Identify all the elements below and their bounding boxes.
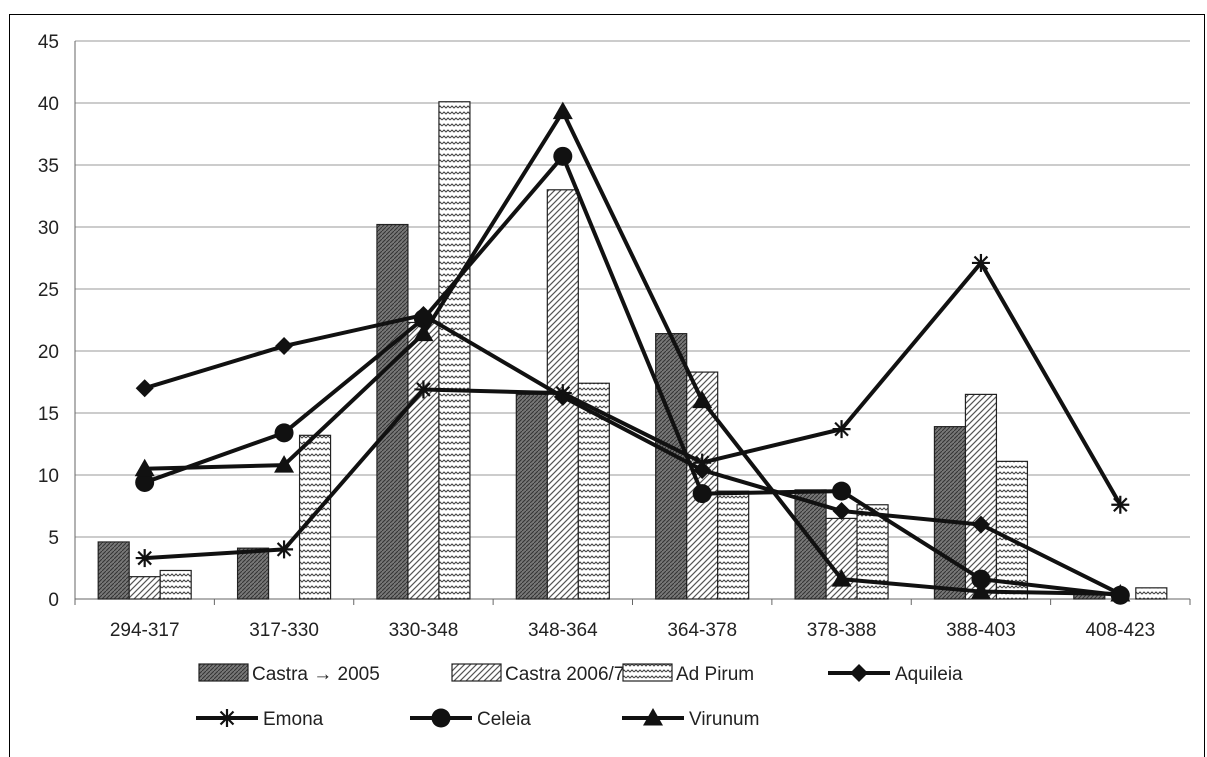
legend-label: Ad Pirum [676, 664, 754, 685]
legend-label: Aquileia [895, 664, 963, 685]
marker-diamond [850, 664, 868, 682]
bar [238, 548, 269, 599]
x-tick-label: 317-330 [249, 620, 319, 641]
legend-label: Castra 2006/7 [505, 664, 624, 685]
y-tick-label: 30 [38, 218, 59, 239]
y-tick-label: 40 [38, 94, 59, 115]
legend: Castra → 2005 Castra 2006/7 Ad Pirum Aquile… [196, 664, 963, 730]
marker-circle [432, 709, 451, 728]
bar [826, 518, 857, 599]
bar [516, 394, 547, 599]
bar [718, 491, 749, 599]
y-tick-label: 10 [38, 466, 59, 487]
legend-swatch [199, 664, 248, 681]
bar [656, 334, 687, 599]
y-tick-label: 5 [48, 528, 59, 549]
bar [934, 427, 965, 599]
marker-asterisk [1111, 496, 1129, 514]
chart-frame: 0 5 10 15 20 25 30 35 40 45 294-317 317-330 330-348 3… [9, 14, 1205, 757]
bars [98, 102, 1167, 599]
marker-asterisk [136, 549, 154, 567]
y-tick-label: 15 [38, 404, 59, 425]
bar [1136, 588, 1167, 599]
bar [965, 394, 996, 599]
marker-asterisk [414, 380, 432, 398]
marker-asterisk [275, 540, 293, 558]
marker-circle [832, 482, 851, 501]
legend-swatch [623, 664, 672, 681]
x-tick-label: 408-423 [1085, 620, 1155, 641]
y-tick-label: 45 [38, 32, 59, 53]
marker-triangle [553, 102, 573, 120]
lines [135, 102, 1131, 605]
bar [996, 461, 1027, 599]
x-tick-label: 388-403 [946, 620, 1016, 641]
legend-label: Emona [263, 709, 324, 730]
marker-asterisk [693, 454, 711, 472]
y-tick-label: 0 [48, 590, 59, 611]
marker-diamond [136, 379, 154, 397]
marker-circle [275, 423, 294, 442]
y-tick-label: 35 [38, 156, 59, 177]
bar [439, 102, 470, 599]
bar [160, 570, 191, 599]
legend-swatch [452, 664, 501, 681]
marker-asterisk [218, 709, 236, 727]
x-tick-label: 348-364 [528, 620, 598, 641]
bar [408, 322, 439, 599]
bar [300, 435, 331, 599]
marker-asterisk [554, 384, 572, 402]
x-tick-label: 330-348 [389, 620, 459, 641]
bar [98, 542, 129, 599]
legend-label: Celeia [477, 709, 531, 730]
marker-diamond [275, 337, 293, 355]
x-tick-label: 378-388 [807, 620, 877, 641]
legend-label: Castra → 2005 [252, 664, 380, 685]
legend-label: Virunum [689, 709, 759, 730]
chart: 0 5 10 15 20 25 30 35 40 45 294-317 317-330 330-348 3… [10, 15, 1204, 757]
x-tick-label: 294-317 [110, 620, 180, 641]
marker-circle [693, 484, 712, 503]
y-tick-label: 20 [38, 342, 59, 363]
x-tick-label: 364-378 [667, 620, 737, 641]
marker-circle [553, 147, 572, 166]
bar [129, 577, 160, 599]
y-tick-label: 25 [38, 280, 59, 301]
marker-diamond [833, 502, 851, 520]
marker-asterisk [833, 420, 851, 438]
marker-asterisk [972, 254, 990, 272]
